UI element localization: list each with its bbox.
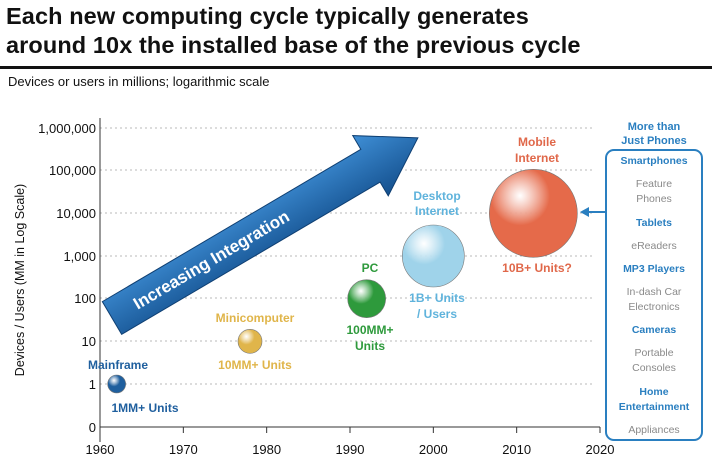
sidebar-pointer-head (580, 207, 589, 217)
title-line-1: Each new computing cycle typically gener… (6, 3, 529, 29)
x-tick-label: 2000 (419, 442, 448, 457)
y-tick-label: 1 (89, 377, 96, 392)
bubble-units-label: 10MM+ Units (218, 358, 292, 372)
bubble-units-label: 100MM+ (346, 323, 393, 337)
sidebar-item-label: Cameras (632, 324, 677, 336)
y-tick-label: 0 (89, 420, 96, 435)
bubble-3 (402, 224, 465, 288)
bubble-4 (489, 169, 578, 258)
sidebar-item-label: In-dash Car (627, 286, 682, 298)
bubble-units-label: 1MM+ Units (111, 401, 178, 415)
x-tick-label: 1980 (252, 442, 281, 457)
bubble-units-label: 10B+ Units? (502, 261, 572, 275)
y-tick-label: 10 (82, 334, 96, 349)
x-tick-label: 1970 (169, 442, 198, 457)
bubble-name-label: Mainframe (88, 358, 148, 372)
chart-title: Each new computing cycle typically gener… (6, 2, 581, 60)
arrow-label: Increasing Integration (130, 207, 293, 314)
bubble-name-label: Internet (515, 151, 559, 165)
y-tick-label: 10,000 (56, 206, 96, 221)
sidebar-item-label: Home (639, 386, 668, 398)
sidebar-header: Just Phones (621, 135, 686, 147)
bubble-name-label: PC (362, 261, 379, 275)
y-tick-label: 1,000,000 (38, 121, 96, 136)
chart-subtitle: Devices or users in millions; logarithmi… (8, 74, 270, 89)
bubble-2 (347, 279, 386, 318)
arrow-shape (101, 135, 419, 336)
bubble-name-label: Minicomputer (216, 311, 295, 325)
sidebar-item-label: Consoles (632, 362, 676, 374)
sidebar-header: More than (628, 121, 681, 133)
sidebar-item-label: Tablets (636, 217, 672, 229)
sidebar-item-label: MP3 Players (623, 263, 685, 275)
bubble-units-label: 1B+ Units (409, 291, 465, 305)
x-tick-label: 2020 (586, 442, 615, 457)
bubble-name-label: Internet (415, 204, 459, 218)
sidebar-item-label: Appliances (628, 424, 679, 436)
y-tick-label: 1,000 (63, 249, 96, 264)
x-tick-label: 1990 (336, 442, 365, 457)
title-line-2: around 10x the installed base of the pre… (6, 32, 581, 58)
bubble-name-label: Desktop (413, 189, 460, 203)
x-tick-label: 2010 (502, 442, 531, 457)
x-tick-label: 1960 (86, 442, 115, 457)
sidebar-item-label: Smartphones (620, 155, 687, 167)
bubble-name-label: Mobile (518, 135, 556, 149)
title-rule (0, 66, 712, 69)
bubble-0 (107, 374, 126, 394)
sidebar-item-label: Electronics (628, 301, 679, 313)
bubble-units-label: / Users (417, 307, 457, 321)
y-tick-label: 100,000 (49, 163, 96, 178)
bubble-units-label: Units (355, 339, 385, 353)
bubble-1 (237, 329, 263, 354)
y-tick-label: 100 (74, 291, 96, 306)
sidebar-box (605, 149, 703, 441)
sidebar-item-label: Feature (636, 178, 672, 190)
sidebar-item-label: Portable (634, 347, 673, 359)
sidebar-item-label: eReaders (631, 240, 677, 252)
sidebar-item-label: Entertainment (619, 401, 690, 413)
sidebar-item-label: Phones (636, 193, 672, 205)
y-axis-title: Devices / Users (MM in Log Scale) (13, 184, 27, 376)
